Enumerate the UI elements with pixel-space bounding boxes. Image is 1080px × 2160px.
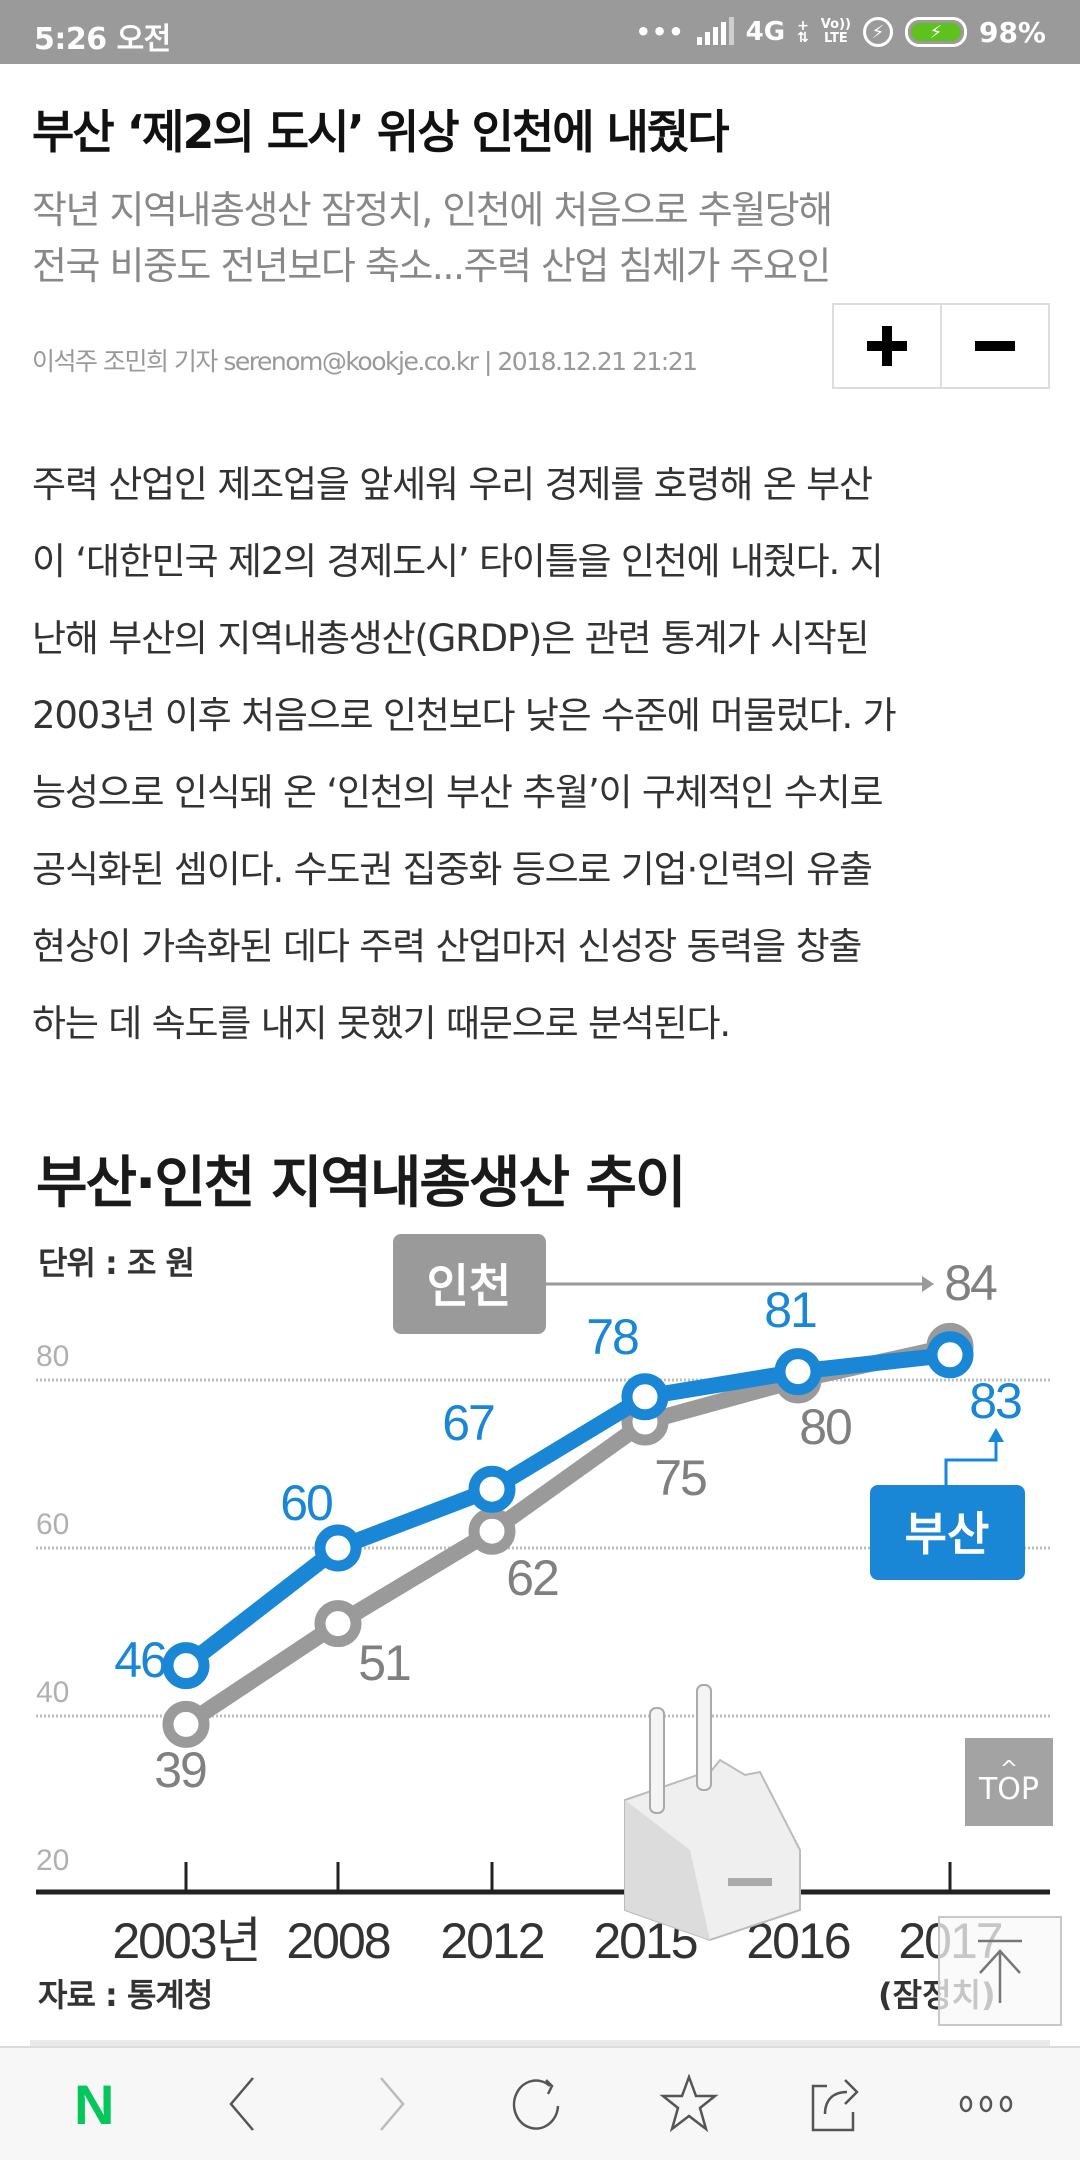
forward-button[interactable]	[341, 2054, 441, 2154]
svg-text:81: 81	[764, 1282, 816, 1338]
share-button[interactable]	[787, 2054, 887, 2154]
more-dots-icon	[959, 2095, 1012, 2113]
chart-plot: 204060802003년200820122015201620174660677…	[36, 1234, 1050, 1969]
clock: 5:26 오전	[34, 22, 171, 57]
body-line: 능성으로 인식돼 온 ‘인천의 부산 추월’이 구체적인 수치로	[32, 771, 884, 814]
svg-text:75: 75	[654, 1450, 706, 1506]
article-subheadline: 작년 지역내총생산 잠정치, 인천에 처음으로 추월당해 전국 비중도 전년보다…	[32, 182, 833, 294]
battery-percent: 98%	[978, 15, 1046, 49]
body-line: 이 ‘대한민국 제2의 경제도시’ 타이틀을 인천에 내줬다. 지	[32, 540, 884, 583]
volte-bottom: LTE	[823, 31, 848, 46]
volte-icon: Vo)) LTE	[821, 18, 851, 46]
svg-text:78: 78	[586, 1309, 638, 1365]
back-button[interactable]	[193, 2054, 293, 2154]
star-icon	[658, 2074, 719, 2133]
scroll-up-button[interactable]	[938, 1916, 1062, 2026]
svg-text:80: 80	[799, 1399, 851, 1455]
subheadline-line: 작년 지역내총생산 잠정치, 인천에 처음으로 추월당해	[32, 188, 833, 232]
status-icons: ••• 4G + ⇅ Vo)) LTE ⚡ ⚡ 98%	[636, 12, 1046, 52]
scroll-top-button[interactable]: ^ TOP	[965, 1738, 1053, 1826]
reload-button[interactable]	[490, 2054, 590, 2154]
chart-title: 부산·인천 지역내총생산 추이	[36, 1151, 687, 1216]
more-menu-button[interactable]	[936, 2054, 1036, 2154]
article-byline: 이석주 조민희 기자 serenom@kookje.co.kr | 2018.1…	[32, 347, 698, 376]
top-label: TOP	[978, 1772, 1040, 1807]
svg-text:60: 60	[280, 1475, 332, 1531]
share-icon	[811, 2079, 859, 2132]
minus-icon	[975, 341, 1015, 351]
chevron-left-icon	[229, 2077, 254, 2131]
arrow-up-to-line-icon	[978, 1939, 1022, 2003]
chart-source: 자료 : 통계청	[38, 1976, 213, 2014]
article-headline: 부산 ‘제2의 도시’ 위상 인천에 내줬다	[32, 105, 730, 159]
power-saving-icon: ⚡	[862, 17, 893, 47]
data-activity-icon: + ⇅	[797, 18, 809, 46]
browser-bottom-bar: N	[0, 2046, 1080, 2160]
caret-up-icon: ^	[999, 1757, 1019, 1782]
increase-font-button[interactable]	[834, 305, 940, 387]
grdp-chart: 부산·인천 지역내총생산 추이 단위 : 조 원 20 40 60 80 2003년 20…	[0, 1110, 1080, 2040]
bookmark-button[interactable]	[639, 2054, 739, 2154]
svg-text:60: 60	[36, 1508, 69, 1541]
article-body: 주력 산업인 제조업을 앞세워 우리 경제를 호령해 온 부산 이 ‘대한민국 …	[32, 446, 1052, 1062]
svg-text:2003년: 2003년	[112, 1913, 259, 1969]
divider	[30, 2040, 1050, 2046]
body-line: 주력 산업인 제조업을 앞세워 우리 경제를 호령해 온 부산	[32, 463, 873, 506]
body-line: 현상이 가속화된 데다 주력 산업마저 신성장 동력을 창출	[32, 925, 862, 968]
naver-home-button[interactable]: N	[44, 2054, 144, 2154]
svg-text:80: 80	[36, 1340, 69, 1373]
status-bar: 5:26 오전 ••• 4G + ⇅ Vo)) LTE ⚡ ⚡ 98%	[0, 0, 1080, 64]
svg-text:39: 39	[154, 1742, 206, 1798]
chart-unit: 단위 : 조 원	[38, 1244, 195, 1282]
plus-icon	[867, 326, 907, 366]
decrease-font-button[interactable]	[940, 305, 1048, 387]
volte-top: Vo))	[820, 17, 851, 32]
body-line: 난해 부산의 지역내총생산(GRDP)은 관련 통계가 시작된	[32, 617, 870, 660]
svg-text:84: 84	[944, 1255, 997, 1311]
body-line: 하는 데 속도를 내지 못했기 때문으로 분석된다.	[32, 1002, 731, 1045]
svg-text:2012: 2012	[440, 1913, 543, 1969]
body-line: 2003년 이후 처음으로 인천보다 낮은 수준에 머물렀다. 가	[32, 694, 897, 737]
network-type: 4G	[745, 17, 786, 47]
subheadline-line: 전국 비중도 전년보다 축소...주력 산업 침체가 주요인	[32, 244, 831, 288]
body-line: 공식화된 셈이다. 수도권 집중화 등으로 기업·인력의 유출	[32, 848, 873, 891]
svg-text:83: 83	[969, 1373, 1021, 1429]
chevron-right-icon	[380, 2077, 406, 2131]
more-notifications-icon: •••	[635, 18, 685, 46]
svg-text:부산: 부산	[905, 1507, 990, 1561]
svg-text:51: 51	[358, 1635, 410, 1691]
svg-text:40: 40	[36, 1676, 69, 1709]
svg-text:2008: 2008	[286, 1913, 389, 1969]
signal-icon	[696, 17, 734, 45]
svg-text:67: 67	[442, 1395, 494, 1451]
svg-text:20: 20	[36, 1844, 69, 1877]
svg-text:인천: 인천	[427, 1259, 512, 1313]
naver-logo-icon: N	[74, 2072, 115, 2136]
reload-icon	[512, 2079, 560, 2130]
svg-text:62: 62	[506, 1550, 558, 1606]
font-size-control	[832, 303, 1050, 389]
svg-text:46: 46	[114, 1632, 166, 1688]
battery-icon: ⚡	[904, 17, 967, 47]
